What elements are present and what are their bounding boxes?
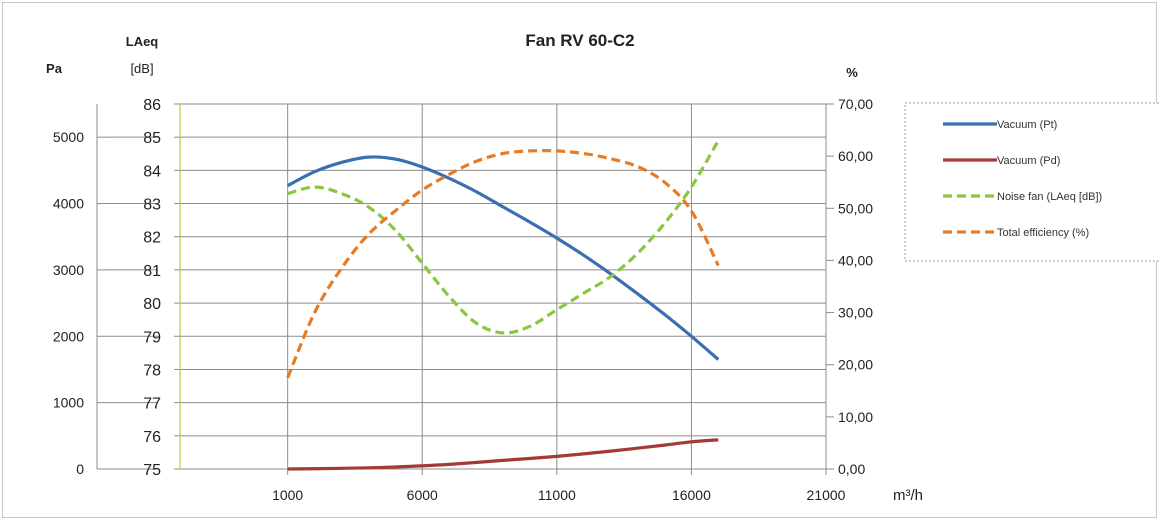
percent-tick-label: 50,00: [838, 200, 873, 216]
percent-tick-label: 20,00: [838, 357, 873, 373]
laeq-tick-label: 82: [143, 230, 161, 247]
axes-layer: 0 1000 2000 3000 4000 5000 75 76 77 78 79 80 81 82 83 8…: [53, 96, 873, 503]
x-tick-label: 1000: [272, 487, 303, 503]
pa-tick-label: 5000: [53, 129, 84, 145]
laeq-axis-label-line2: [dB]: [130, 61, 153, 76]
laeq-tick-label: 80: [143, 296, 161, 313]
laeq-tick-label: 76: [143, 429, 161, 446]
percent-tick-label: 70,00: [838, 96, 873, 112]
laeq-axis-label-line1: LAeq: [126, 34, 159, 49]
laeq-tick-label: 75: [143, 462, 161, 479]
grid-layer: [180, 103, 826, 469]
x-tick-label: 21000: [807, 487, 846, 503]
series-line-noise-fan-laeq-db: [287, 139, 720, 335]
percent-tick-label: 60,00: [838, 148, 873, 164]
laeq-tick-label: 85: [143, 130, 161, 147]
laeq-tick-label: 77: [143, 396, 161, 413]
chart-title: Fan RV 60-C2: [525, 31, 634, 50]
percent-tick-label: 0,00: [838, 461, 865, 477]
percent-tick-label: 30,00: [838, 305, 873, 321]
pa-tick-label: 0: [76, 461, 84, 477]
laeq-tick-label: 83: [143, 197, 161, 214]
laeq-tick-label: 84: [143, 163, 161, 180]
pa-tick-label: 1000: [53, 395, 84, 411]
series-line-vacuum-pt: [286, 155, 720, 361]
pa-tick-label: 4000: [53, 196, 84, 212]
legend-label: Vacuum (Pt): [997, 119, 1057, 131]
percent-tick-label: 40,00: [838, 252, 873, 268]
series-layer: [286, 139, 720, 471]
laeq-tick-label: 86: [143, 97, 161, 114]
pa-axis-label: Pa: [46, 61, 63, 76]
laeq-tick-label: 78: [143, 362, 161, 379]
laeq-tick-label: 79: [143, 329, 161, 346]
percent-tick-label: 10,00: [838, 409, 873, 425]
pa-tick-label: 2000: [53, 328, 84, 344]
percent-axis-label: %: [846, 65, 858, 80]
x-axis-unit-label: m³/h: [893, 487, 923, 504]
x-tick-label: 16000: [672, 487, 711, 503]
legend-label: Noise fan (LAeq [dB]): [997, 191, 1102, 203]
legend-box: [904, 102, 1161, 262]
series-line-vacuum-pd: [287, 438, 719, 471]
x-tick-label: 6000: [407, 487, 438, 503]
legend-label: Vacuum (Pd): [997, 155, 1060, 167]
legend-label: Total efficiency (%): [997, 227, 1089, 239]
laeq-tick-label: 81: [143, 263, 161, 280]
x-tick-label: 11000: [538, 487, 576, 503]
series-line-total-efficiency: [286, 149, 720, 379]
pa-tick-label: 3000: [53, 262, 84, 278]
legend: Vacuum (Pt) Vacuum (Pd) Noise fan (LAeq [d…: [904, 102, 1161, 262]
